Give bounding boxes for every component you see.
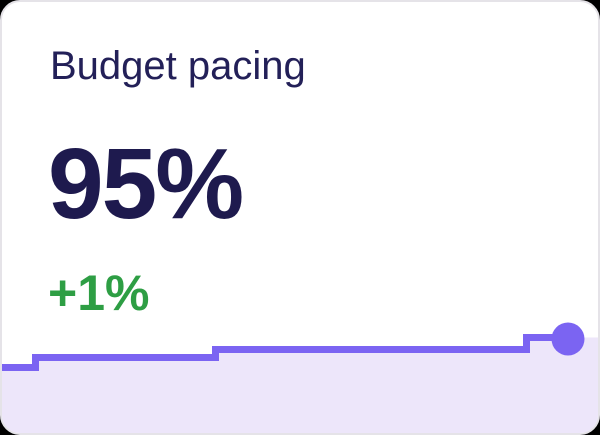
sparkline-end-dot <box>551 322 585 356</box>
pacing-value: 95% <box>48 128 244 240</box>
sparkline-area <box>2 337 598 433</box>
pacing-delta-badge: +1% <box>48 265 150 321</box>
card-title: Budget pacing <box>50 44 306 88</box>
sparkline-line <box>2 334 568 371</box>
